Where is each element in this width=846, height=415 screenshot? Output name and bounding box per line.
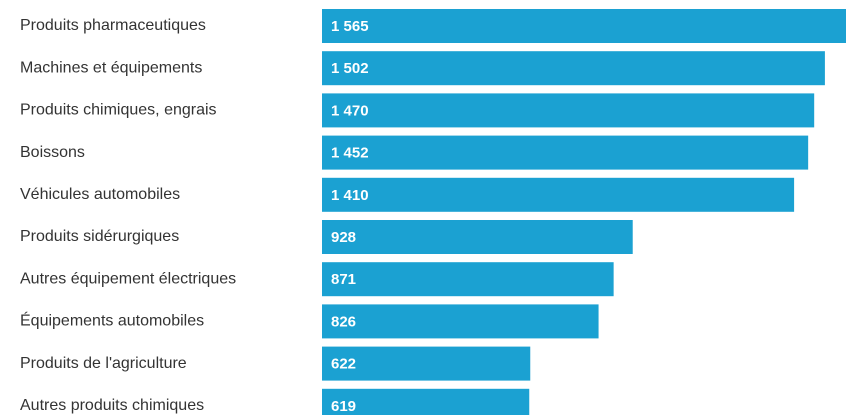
category-label: Équipements automobiles [20,311,204,330]
value-label: 1 565 [331,18,369,35]
category-label: Produits sidérurgiques [20,228,179,245]
category-label: Autres produits chimiques [20,397,204,414]
bar [322,51,825,86]
bar [322,220,633,254]
bar [322,177,795,212]
category-label: Autres équipement électriques [20,270,236,287]
value-label: 928 [331,229,356,246]
value-label: 1 470 [331,102,369,119]
bar [322,388,530,415]
bar [322,346,531,381]
bar [322,9,846,43]
bar [322,304,599,339]
category-label: Produits chimiques, engrais [20,102,217,119]
category-label: Véhicules automobiles [20,186,180,203]
value-label: 1 502 [331,60,369,77]
value-label: 826 [331,313,356,330]
category-label: Produits de l'agriculture [20,355,187,372]
category-label: Machines et équipements [20,59,202,76]
category-label: Produits pharmaceutiques [20,17,206,34]
bar [322,135,809,170]
value-label: 1 410 [331,187,369,204]
bar [322,262,614,297]
value-label: 871 [331,271,356,288]
value-label: 622 [331,356,356,373]
bar [322,93,815,128]
value-label: 1 452 [331,145,369,162]
value-label: 619 [331,398,356,415]
category-label: Boissons [20,144,85,161]
